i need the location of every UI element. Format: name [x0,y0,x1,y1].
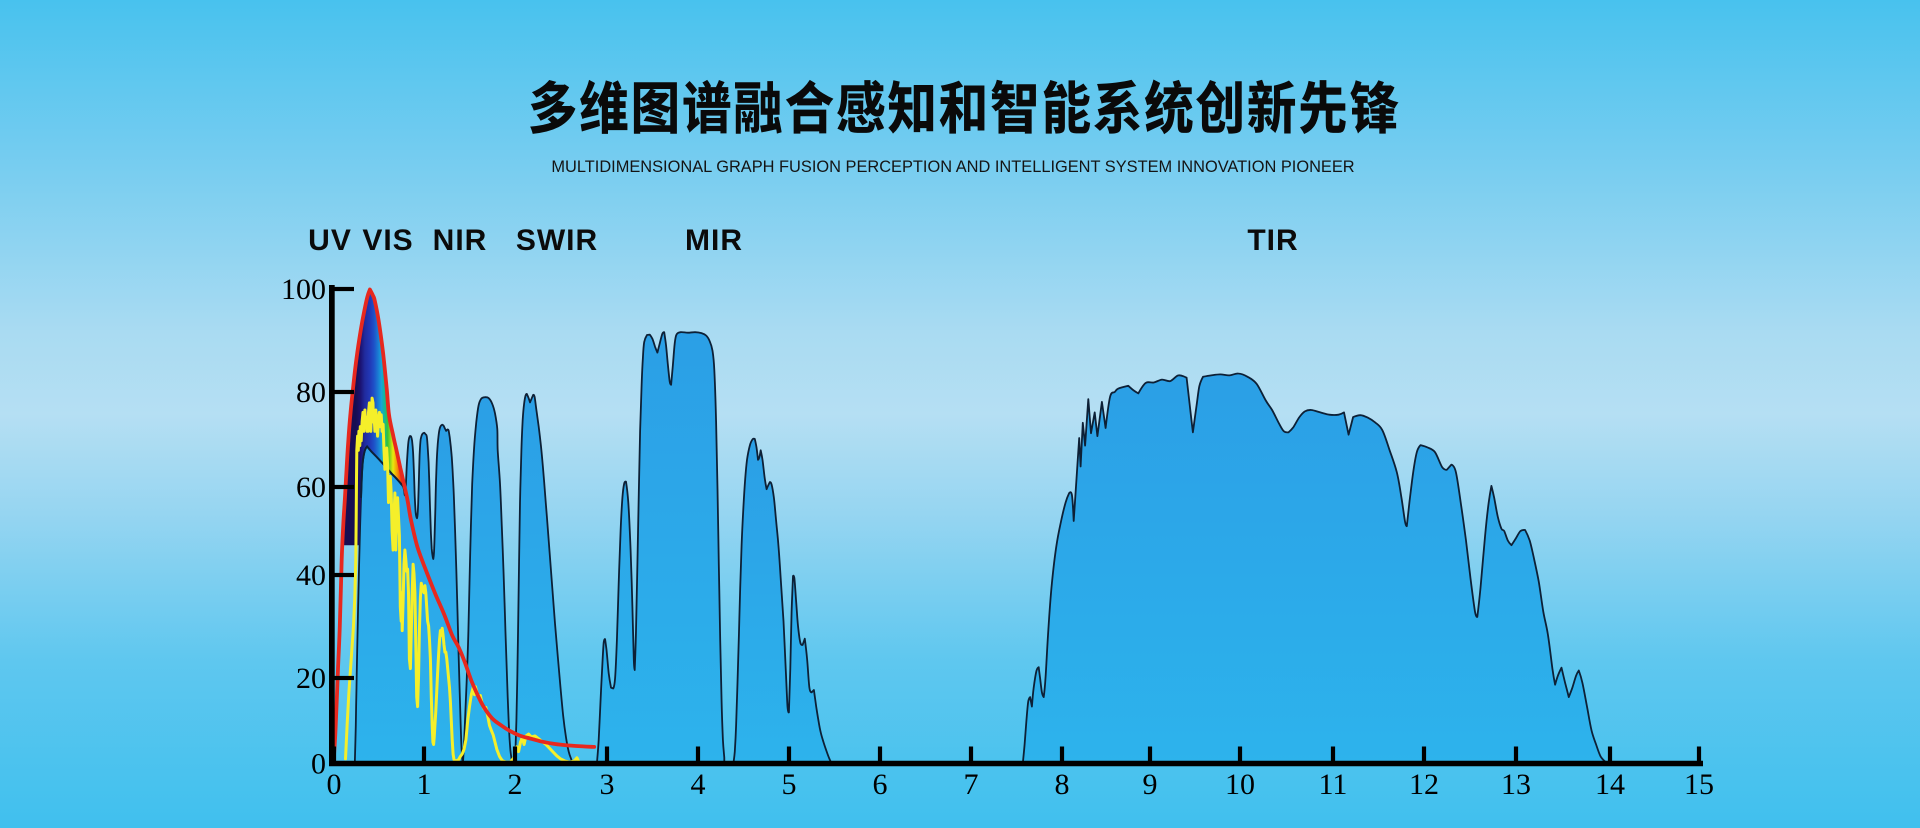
svg-text:10: 10 [1225,768,1255,801]
svg-text:VIS: VIS [362,224,413,257]
svg-text:MIR: MIR [685,224,743,257]
svg-text:9: 9 [1143,768,1158,801]
svg-text:100: 100 [281,273,326,306]
svg-text:4: 4 [691,768,706,801]
svg-text:14: 14 [1595,768,1625,801]
svg-text:6: 6 [873,768,888,801]
svg-text:0: 0 [311,748,326,781]
svg-text:5: 5 [782,768,797,801]
svg-text:12: 12 [1409,768,1439,801]
svg-text:13: 13 [1501,768,1531,801]
svg-text:7: 7 [964,768,979,801]
svg-text:20: 20 [296,662,326,695]
svg-text:8: 8 [1055,768,1070,801]
svg-text:11: 11 [1319,768,1348,801]
svg-text:UV: UV [308,224,352,257]
svg-text:0: 0 [327,768,342,801]
svg-text:SWIR: SWIR [516,224,598,257]
svg-text:2: 2 [508,768,523,801]
svg-text:TIR: TIR [1247,224,1298,257]
svg-text:80: 80 [296,376,326,409]
svg-text:15: 15 [1684,768,1714,801]
svg-text:1: 1 [417,768,432,801]
svg-text:3: 3 [600,768,615,801]
svg-text:40: 40 [296,559,326,592]
svg-text:60: 60 [296,471,326,504]
svg-text:NIR: NIR [433,224,488,257]
